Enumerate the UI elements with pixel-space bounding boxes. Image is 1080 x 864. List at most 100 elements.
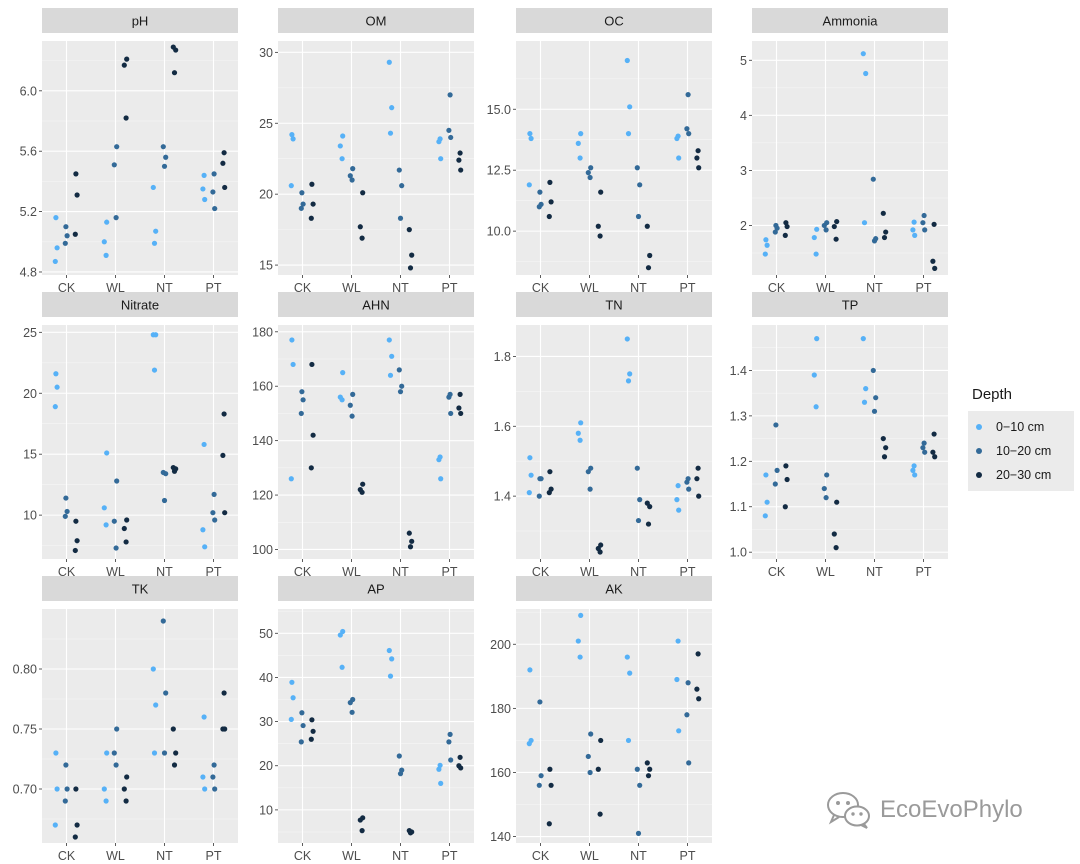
data-point (150, 184, 156, 191)
data-point (340, 628, 346, 635)
facet-panel: pH 4.8 5.2 5.6 6.0 CK WL NT PT (20, 8, 238, 295)
data-point (880, 435, 886, 442)
data-point (685, 680, 691, 686)
facet-title: Ammonia (823, 14, 879, 29)
legend-dot (976, 472, 982, 478)
panel-background (752, 325, 948, 559)
data-point (447, 391, 453, 397)
data-point (598, 189, 604, 195)
data-point (644, 223, 650, 229)
facet-strip (42, 8, 238, 33)
x-tick-label: NT (630, 849, 647, 863)
data-point (637, 182, 643, 188)
data-point (288, 476, 294, 482)
data-point (575, 638, 581, 644)
x-tick-label: CK (768, 281, 786, 295)
y-tick-label: 140 (490, 830, 511, 844)
data-point (528, 737, 534, 744)
data-point (290, 695, 296, 701)
facet-panel: Nitrate 10 15 20 25 CK WL NT PT (23, 292, 238, 579)
data-point (289, 132, 295, 138)
data-point (310, 432, 316, 438)
data-point (575, 140, 581, 146)
data-point (537, 189, 543, 195)
data-point (121, 786, 127, 792)
legend-label: 0−10 cm (996, 420, 1045, 434)
data-point (151, 750, 158, 756)
x-tick-label: NT (156, 849, 173, 863)
data-point (347, 173, 353, 179)
data-point (547, 469, 553, 475)
data-point (300, 397, 306, 403)
data-point (349, 413, 355, 419)
data-point (52, 404, 58, 410)
data-point (170, 464, 176, 471)
data-point (72, 834, 78, 840)
data-point (811, 372, 817, 378)
facet-title: pH (132, 14, 149, 29)
y-tick-label: 1.8 (494, 350, 511, 364)
data-point (637, 782, 643, 788)
data-point (73, 518, 79, 524)
data-point (912, 232, 918, 238)
data-point (407, 265, 414, 271)
data-point (347, 402, 353, 408)
data-point (585, 753, 591, 760)
data-point (784, 476, 790, 483)
y-tick-label: 120 (252, 489, 273, 503)
data-point (299, 710, 305, 716)
x-tick-label: NT (630, 565, 647, 579)
data-point (123, 798, 129, 804)
data-point (911, 463, 917, 469)
legend-title: Depth (972, 386, 1013, 403)
data-point (309, 717, 315, 723)
data-point (527, 131, 533, 137)
facet-panel: OC 10.0 12.5 15.0 CK WL NT PT (487, 8, 712, 295)
facet-title: OC (604, 14, 624, 29)
legend: Depth 0−10 cm 10−20 cm 20−30 cm (968, 386, 1074, 491)
data-point (782, 232, 788, 238)
data-point (860, 336, 866, 342)
data-point (63, 495, 69, 501)
x-tick-label: CK (532, 849, 550, 863)
data-point (406, 530, 412, 536)
x-tick-label: NT (392, 849, 409, 863)
data-point (438, 156, 444, 162)
data-point (863, 70, 869, 77)
data-point (458, 410, 464, 417)
data-point (161, 163, 168, 169)
y-tick-label: 1.0 (730, 546, 747, 560)
data-point (437, 136, 443, 142)
data-point (762, 513, 768, 519)
data-point (357, 487, 363, 493)
legend-label: 20−30 cm (996, 468, 1052, 482)
data-point (684, 712, 690, 718)
x-tick-label: PT (206, 565, 222, 579)
data-point (339, 664, 345, 670)
data-point (674, 676, 680, 683)
x-tick-label: CK (294, 849, 312, 863)
y-tick-label: 12.5 (487, 164, 511, 178)
y-tick-label: 1.4 (494, 490, 511, 504)
data-point (871, 408, 878, 414)
data-point (54, 786, 60, 792)
data-point (340, 370, 346, 376)
data-point (595, 223, 601, 229)
data-point (456, 157, 462, 163)
data-point (546, 213, 552, 220)
data-point (72, 231, 78, 237)
data-point (151, 367, 158, 373)
data-point (528, 135, 534, 142)
data-point (386, 647, 392, 654)
data-point (121, 62, 127, 68)
data-point (200, 186, 206, 192)
data-point (921, 212, 927, 219)
data-point (290, 136, 296, 142)
data-point (634, 465, 640, 471)
x-tick-label: WL (342, 281, 361, 295)
data-point (63, 224, 69, 230)
data-point (912, 472, 918, 478)
y-tick-label: 15 (259, 259, 273, 273)
data-point (577, 654, 583, 660)
data-point (396, 367, 402, 373)
